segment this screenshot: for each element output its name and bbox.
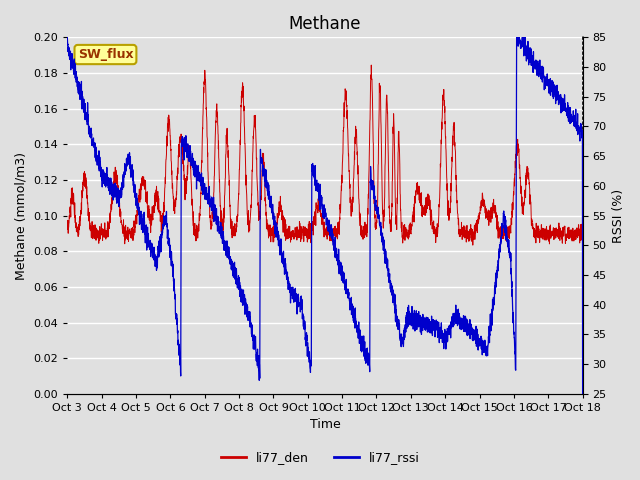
X-axis label: Time: Time: [310, 419, 340, 432]
Text: SW_flux: SW_flux: [77, 48, 133, 61]
Title: Methane: Methane: [289, 15, 361, 33]
Y-axis label: RSSI (%): RSSI (%): [612, 189, 625, 242]
Y-axis label: Methane (mmol/m3): Methane (mmol/m3): [15, 152, 28, 279]
Legend: li77_den, li77_rssi: li77_den, li77_rssi: [216, 446, 424, 469]
